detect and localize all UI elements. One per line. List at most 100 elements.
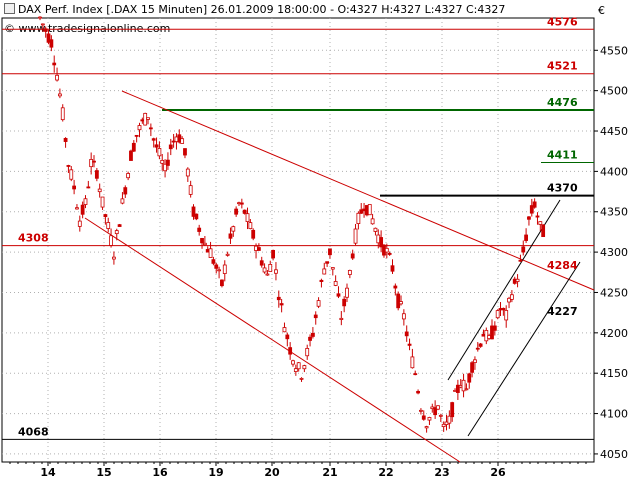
- candle-body: [55, 74, 59, 81]
- candle-body: [285, 334, 290, 340]
- level-label: 4476: [547, 96, 578, 109]
- candle-body: [120, 198, 125, 204]
- candle-body: [336, 293, 341, 297]
- candle-body: [234, 208, 239, 215]
- candle-body: [288, 347, 293, 355]
- candle-body: [72, 185, 77, 190]
- candle-body: [527, 216, 531, 220]
- candle-body: [419, 409, 423, 412]
- candle-body: [57, 93, 62, 97]
- candle-body: [407, 343, 412, 346]
- candle-body: [77, 220, 82, 227]
- level-label: 4576: [547, 15, 578, 28]
- y-tick-label: 4350: [600, 206, 628, 219]
- candle-body: [367, 204, 372, 216]
- chart-title: DAX Perf. Index [.DAX 15 Minuten]: [18, 3, 208, 16]
- candle-body: [328, 248, 332, 256]
- chart-title-bar: DAX Perf. Index [.DAX 15 Minuten] 26.01.…: [4, 3, 594, 18]
- candle-body: [185, 168, 190, 177]
- candle-body: [248, 222, 253, 230]
- candle-body: [393, 285, 398, 289]
- candle-body: [188, 185, 193, 195]
- candle-body: [245, 213, 250, 222]
- candle-body: [114, 230, 119, 235]
- candle-body: [242, 209, 247, 214]
- candle-body: [194, 213, 199, 220]
- candle-body: [467, 373, 472, 383]
- candle-body: [302, 365, 307, 370]
- candle-body: [265, 273, 270, 276]
- candle-body: [97, 188, 102, 193]
- candle-body: [191, 206, 196, 217]
- chart-window-icon[interactable]: [4, 3, 15, 14]
- candle-body: [100, 196, 105, 208]
- candle-body: [464, 388, 469, 391]
- candle-body: [416, 390, 420, 394]
- candle-body: [478, 343, 483, 347]
- candle-body: [225, 253, 230, 256]
- candle-body: [373, 227, 378, 232]
- candle-body: [470, 362, 474, 373]
- candle-body: [325, 261, 330, 264]
- chart-ohlc: - O:4327 H:4327 L:4327 C:4327: [330, 3, 506, 16]
- candle-body: [316, 300, 321, 307]
- y-tick-label: 4100: [600, 408, 628, 421]
- candle-body: [296, 362, 301, 370]
- candle-body: [137, 125, 142, 131]
- candle-body: [38, 16, 42, 19]
- candle-body: [399, 301, 403, 305]
- candle-body: [49, 39, 54, 48]
- candle-body: [208, 248, 213, 258]
- candle-body: [413, 373, 418, 376]
- candle-body: [350, 253, 355, 259]
- candle-body: [532, 201, 537, 208]
- candle-body: [166, 159, 170, 166]
- candle-body: [541, 224, 546, 238]
- candle-body: [103, 214, 108, 218]
- candle-body: [106, 222, 111, 229]
- candle-body: [129, 150, 133, 161]
- candle-body: [83, 198, 88, 205]
- candle-body: [353, 228, 358, 244]
- candle-body: [529, 205, 534, 214]
- candle-body: [202, 242, 207, 246]
- plot-frame: [1, 17, 595, 463]
- trendline-label: 4227: [547, 305, 578, 318]
- chart-datetime: 26.01.2009 18:00:00: [210, 3, 327, 16]
- candle-body: [214, 264, 219, 269]
- level-label: 4411: [547, 149, 578, 162]
- candle-body: [52, 62, 57, 66]
- candle-body: [146, 117, 150, 120]
- level-label: 4521: [547, 60, 578, 73]
- candle-body: [538, 221, 543, 225]
- y-tick-label: 4500: [600, 85, 628, 98]
- candle-body: [231, 226, 236, 232]
- candle-body: [163, 163, 167, 172]
- candle-body: [310, 332, 315, 337]
- x-tick-label: 22: [378, 466, 393, 479]
- candle-body: [455, 384, 460, 393]
- candle-body: [299, 377, 304, 380]
- candle-body: [271, 249, 276, 259]
- y-tick-label: 4450: [600, 125, 628, 138]
- candle-body: [293, 368, 298, 372]
- candle-body: [211, 259, 216, 264]
- candle-body: [228, 233, 233, 239]
- candle-body: [401, 313, 406, 320]
- candle-body: [168, 144, 173, 150]
- candle-body: [148, 127, 153, 130]
- candle-body: [342, 298, 347, 307]
- trendline-label: 4284: [547, 259, 578, 272]
- candle-body: [256, 247, 261, 251]
- candle-body: [535, 215, 540, 218]
- candle-body: [180, 138, 185, 144]
- candle-body: [89, 159, 94, 168]
- candle-body: [436, 405, 440, 410]
- candle-body: [92, 160, 96, 163]
- candle-body: [86, 186, 91, 189]
- candle-body: [475, 347, 480, 350]
- candle-body: [279, 303, 284, 306]
- candle-body: [447, 415, 452, 424]
- candle-body: [396, 293, 401, 309]
